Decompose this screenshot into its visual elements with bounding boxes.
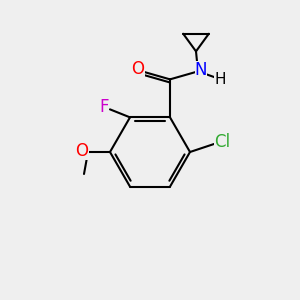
Text: F: F <box>99 98 109 116</box>
Text: H: H <box>214 72 226 87</box>
Text: O: O <box>76 142 88 160</box>
Text: N: N <box>195 61 207 80</box>
Text: Cl: Cl <box>214 133 230 151</box>
Text: O: O <box>131 60 145 78</box>
